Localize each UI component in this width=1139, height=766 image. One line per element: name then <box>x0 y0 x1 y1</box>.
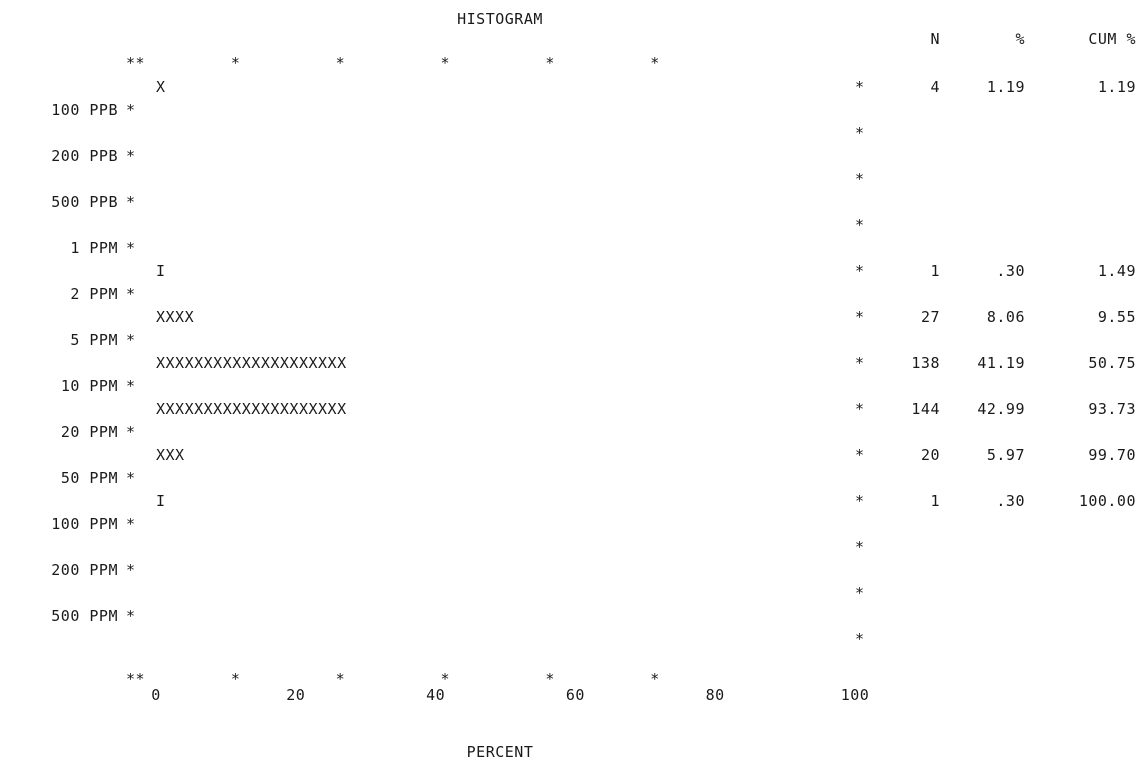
y-axis-star: * <box>126 331 136 349</box>
y-tick-label: 10 PPM <box>60 377 118 395</box>
row-cumulative-percent: 100.00 <box>1078 492 1136 510</box>
y-axis-star: * <box>126 607 136 625</box>
row-cumulative-percent: 93.73 <box>1088 400 1136 418</box>
table-header-n: N <box>930 30 940 48</box>
y-axis-star: * <box>126 423 136 441</box>
row-count: 4 <box>930 78 940 96</box>
row-percent: .30 <box>996 262 1025 280</box>
y-tick-label: 100 PPB <box>51 101 118 119</box>
row-count: 1 <box>930 492 940 510</box>
right-border-star: * <box>855 78 865 96</box>
y-axis-star: * <box>126 285 136 303</box>
y-tick-label: 5 PPM <box>70 331 118 349</box>
chart-title: HISTOGRAM <box>457 10 543 28</box>
histogram-bar: XXX <box>156 446 185 464</box>
right-border-star: * <box>855 584 865 602</box>
row-percent: .30 <box>996 492 1025 510</box>
histogram-bar: I <box>156 492 166 510</box>
right-border-star: * <box>855 354 865 372</box>
y-tick-label: 1 PPM <box>70 239 118 257</box>
right-border-star: * <box>855 446 865 464</box>
histogram-bar: XXXX <box>156 308 195 326</box>
x-tick-label: 20 <box>286 686 306 704</box>
row-percent: 8.06 <box>986 308 1025 326</box>
y-tick-label: 100 PPM <box>51 515 118 533</box>
y-axis-star: * <box>126 377 136 395</box>
row-cumulative-percent: 9.55 <box>1097 308 1136 326</box>
y-tick-label: 2 PPM <box>70 285 118 303</box>
right-border-star: * <box>855 400 865 418</box>
row-count: 1 <box>930 262 940 280</box>
x-tick-label: 100 <box>840 686 870 704</box>
y-tick-label: 200 PPM <box>51 561 118 579</box>
row-cumulative-percent: 1.49 <box>1097 262 1136 280</box>
y-axis-star: * <box>126 101 136 119</box>
y-tick-label: 50 PPM <box>60 469 118 487</box>
row-percent: 5.97 <box>986 446 1025 464</box>
right-border-star: * <box>855 538 865 556</box>
right-border-star: * <box>855 124 865 142</box>
y-tick-label: 500 PPM <box>51 607 118 625</box>
frame-bottom-border: ** * * * * * <box>126 670 660 688</box>
y-axis-star: * <box>126 239 136 257</box>
y-axis-star: * <box>126 147 136 165</box>
y-axis-star: * <box>126 561 136 579</box>
row-percent: 42.99 <box>977 400 1025 418</box>
table-header-pct: % <box>1015 30 1025 48</box>
histogram-bar: XXXXXXXXXXXXXXXXXXXX <box>156 400 347 418</box>
y-axis-star: * <box>126 515 136 533</box>
row-count: 20 <box>920 446 940 464</box>
x-tick-label: 80 <box>705 686 725 704</box>
row-percent: 1.19 <box>986 78 1025 96</box>
right-border-star: * <box>855 308 865 326</box>
frame-top-border: ** * * * * * <box>126 54 660 72</box>
y-tick-label: 20 PPM <box>60 423 118 441</box>
row-percent: 41.19 <box>977 354 1025 372</box>
x-axis-label: PERCENT <box>466 743 534 761</box>
y-axis-star: * <box>126 469 136 487</box>
row-count: 138 <box>911 354 940 372</box>
row-count: 27 <box>920 308 940 326</box>
table-header-cum: CUM % <box>1088 30 1136 48</box>
right-border-star: * <box>855 262 865 280</box>
y-axis-star: * <box>126 193 136 211</box>
row-count: 144 <box>911 400 940 418</box>
right-border-star: * <box>855 170 865 188</box>
y-tick-label: 500 PPB <box>51 193 118 211</box>
x-tick-label: 60 <box>565 686 585 704</box>
histogram-bar: X <box>156 78 166 96</box>
x-tick-label: 40 <box>426 686 446 704</box>
row-cumulative-percent: 1.19 <box>1097 78 1136 96</box>
histogram-bar: I <box>156 262 166 280</box>
histogram-bar: XXXXXXXXXXXXXXXXXXXX <box>156 354 347 372</box>
right-border-star: * <box>855 216 865 234</box>
right-border-star: * <box>855 492 865 510</box>
y-tick-label: 200 PPB <box>51 147 118 165</box>
row-cumulative-percent: 50.75 <box>1088 354 1136 372</box>
right-border-star: * <box>855 630 865 648</box>
x-tick-label: 0 <box>151 686 161 704</box>
row-cumulative-percent: 99.70 <box>1088 446 1136 464</box>
